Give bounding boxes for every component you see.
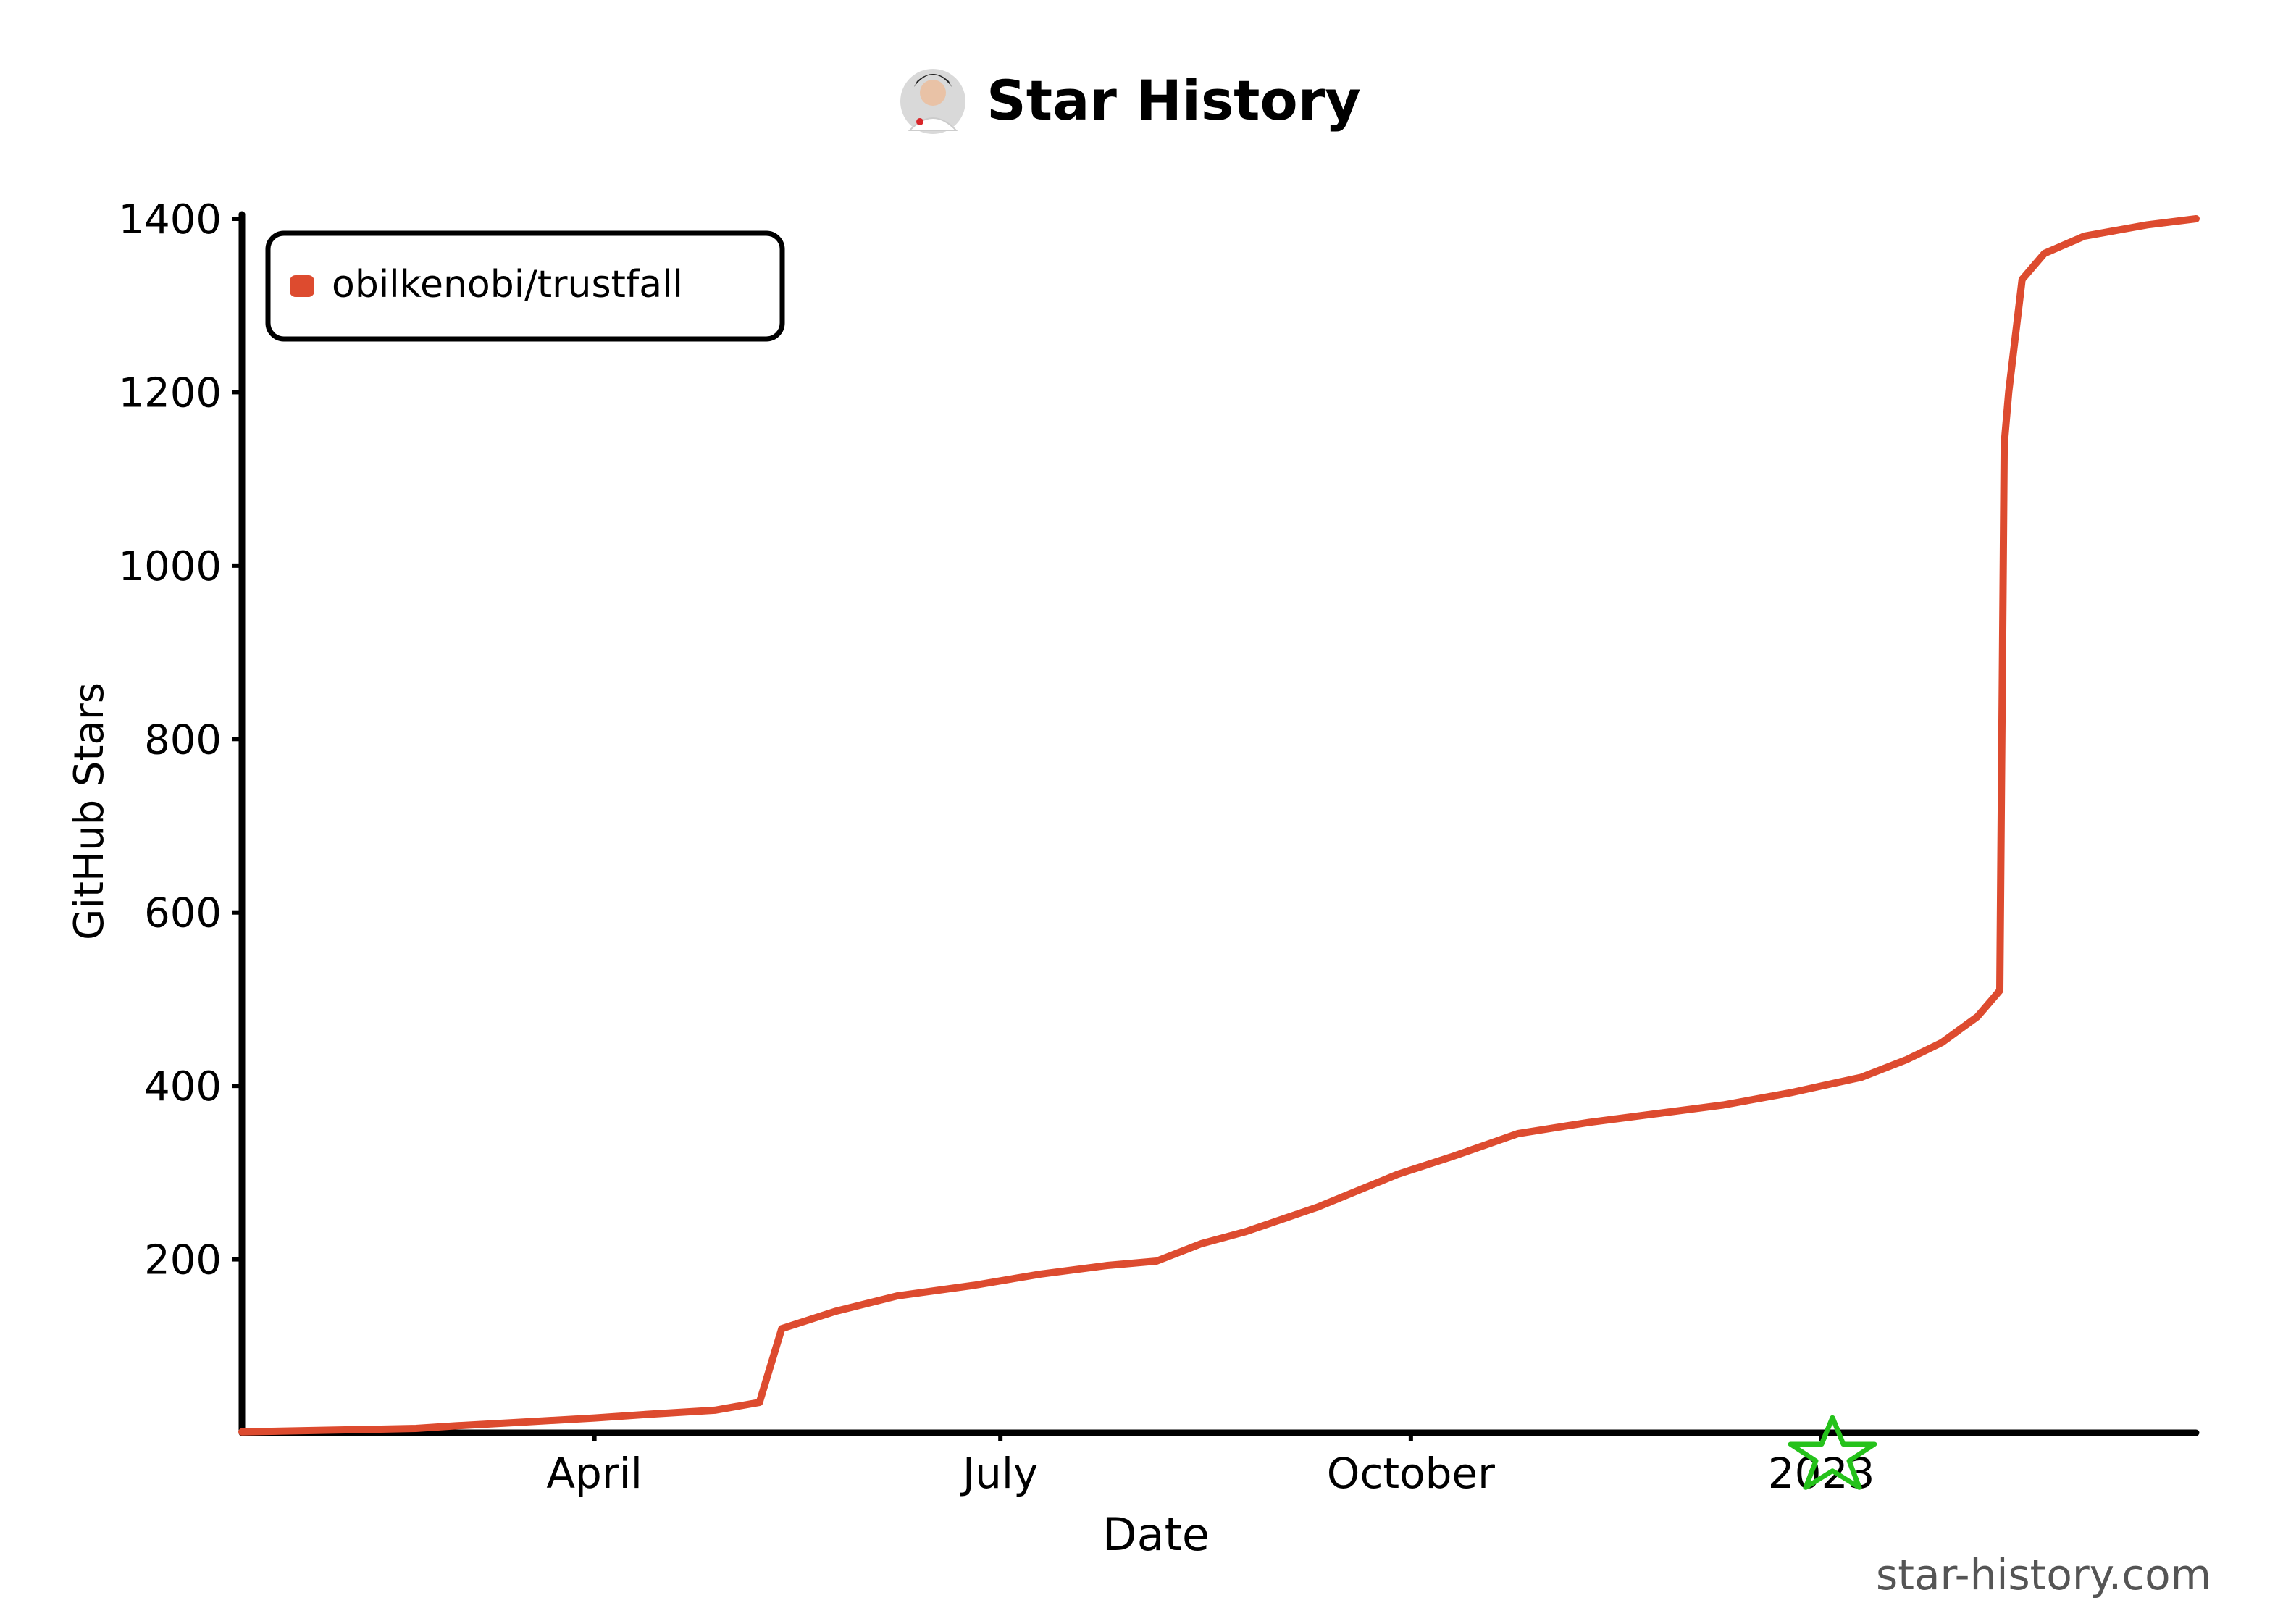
chart-title-group: Star History: [900, 68, 1361, 134]
y-axis-ticks: 200 400 600 800 1000 1200 1400: [118, 196, 242, 1284]
legend-box: [265, 230, 785, 342]
x-axis-ticks: April July October 2023: [546, 1433, 1874, 1498]
series-point: [1939, 1040, 1944, 1045]
series-point: [1788, 1090, 1793, 1095]
series-point: [329, 1428, 334, 1433]
series-point: [2194, 217, 2198, 221]
series-point: [1654, 1111, 1659, 1116]
y-tick-label: 800: [144, 716, 222, 763]
series-line: [238, 215, 2200, 1436]
x-tick-label: April: [546, 1449, 642, 1498]
series-point: [654, 1411, 659, 1416]
series-point: [2082, 233, 2087, 238]
series-point: [712, 1407, 717, 1412]
series-point: [1721, 1102, 1726, 1108]
series-point: [592, 1415, 597, 1420]
series-point: [1975, 1014, 1980, 1019]
series-point: [1315, 1205, 1320, 1210]
series-point: [971, 1283, 976, 1288]
y-tick-label: 1400: [118, 196, 222, 243]
x-axis-label: Date: [1102, 1508, 1210, 1561]
series-point: [1105, 1263, 1110, 1268]
y-tick-label: 200: [144, 1237, 222, 1284]
legend-label: obilkenobi/trustfall: [332, 263, 683, 306]
series-point: [1859, 1075, 1864, 1080]
series-point: [453, 1423, 458, 1428]
series-point: [1587, 1120, 1592, 1125]
avatar-icon: [900, 69, 965, 134]
series-point: [2002, 442, 2007, 447]
series-point: [1395, 1172, 1400, 1177]
series-point: [1199, 1242, 1204, 1246]
legend-swatch: [290, 275, 314, 297]
y-axis-label: GitHub Stars: [66, 682, 113, 940]
series-point: [1244, 1229, 1248, 1234]
watermark-text: star-history.com: [1876, 1550, 2211, 1599]
y-tick-label: 1200: [118, 369, 222, 417]
y-tick-label: 600: [144, 890, 222, 937]
series-point: [240, 1429, 244, 1434]
series-point: [2006, 390, 2011, 395]
series-point: [2019, 277, 2024, 282]
star-icon: [1788, 1415, 1877, 1490]
series-point: [1038, 1271, 1043, 1276]
series-point: [757, 1400, 762, 1405]
series-point: [2145, 222, 2150, 227]
series-point: [516, 1420, 521, 1425]
x-tick-label: July: [960, 1449, 1038, 1498]
chart-title: Star History: [986, 68, 1361, 133]
series-point: [1154, 1259, 1159, 1263]
series-point: [1998, 988, 2002, 993]
series-point: [414, 1426, 419, 1431]
x-tick-label: October: [1327, 1449, 1495, 1498]
series-point: [1449, 1155, 1454, 1160]
series-point: [1515, 1131, 1520, 1136]
y-tick-label: 400: [144, 1063, 222, 1110]
series-points: [240, 217, 2198, 1434]
series-point: [2042, 251, 2047, 256]
series-point: [1903, 1058, 1909, 1063]
series-point: [779, 1326, 784, 1331]
series-point: [895, 1293, 900, 1298]
series-point: [833, 1309, 838, 1314]
watermark: star-history.com: [1788, 1415, 2211, 1599]
legend: obilkenobi/trustfall: [265, 230, 785, 342]
y-tick-label: 1000: [118, 543, 222, 590]
